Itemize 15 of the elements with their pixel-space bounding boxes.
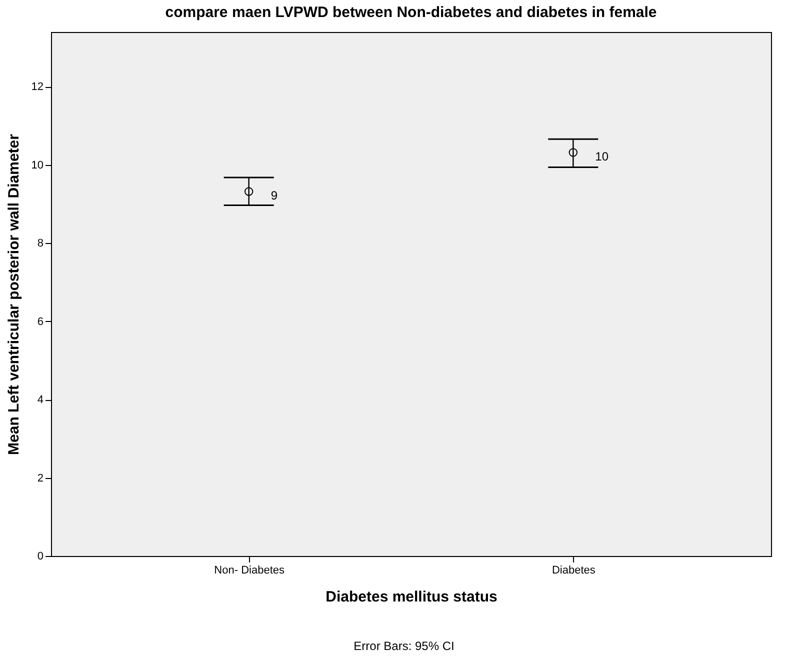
y-tick-label: 6 [37,316,44,328]
y-tick-label: 0 [37,550,44,562]
chart-title: compare maen LVPWD between Non-diabetes and diabetes in female [165,4,657,21]
x-tick-label: Diabetes [552,564,596,576]
data-label: 10 [595,149,609,164]
x-tick-label: Non- Diabetes [214,564,285,576]
data-label: 9 [270,188,278,203]
y-tick-label: 2 [37,472,44,484]
x-axis-title: Diabetes mellitus status [326,588,498,606]
y-tick-label: 12 [31,81,44,94]
text: Error Bars: 95% CI [354,639,454,653]
y-axis-title: Mean Left ventricular posterior wall Diameter [5,134,22,455]
y-tick-label: 4 [37,394,44,406]
y-tick-label: 8 [37,238,44,250]
y-tick-label: 10 [31,159,44,172]
